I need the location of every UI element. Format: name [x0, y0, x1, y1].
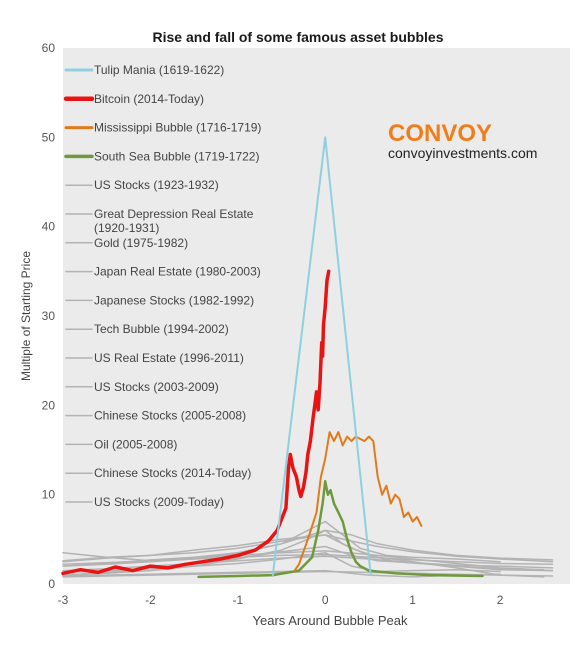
legend-label-chinese-stocks-2005-2008: Chinese Stocks (2005-2008) — [94, 409, 246, 423]
series-line-gold-1975-1982 — [62, 529, 554, 562]
series-line-japanese-stocks-1982-1992 — [62, 545, 554, 576]
series-line-mississippi-bubble-1716-1719 — [293, 431, 423, 572]
brand-name: CONVOY — [388, 120, 492, 147]
legend-label-tech-bubble-1994-2002: Tech Bubble (1994-2002) — [94, 322, 229, 336]
legend-label-south-sea-bubble-1719-1722: South Sea Bubble (1719-1722) — [94, 149, 259, 163]
plot-background — [63, 48, 570, 584]
legend-label-mississippi-bubble-1716-1719: Mississippi Bubble (1716-1719) — [94, 121, 261, 135]
legend-label-great-depression-real-estate-1920-1931: Great Depression Real Estate (1920-1931) — [94, 207, 254, 235]
y-tick-label: 40 — [42, 220, 56, 234]
legend-label-oil-2005-2008: Oil (2005-2008) — [94, 437, 177, 451]
legend-label-japanese-stocks-1982-1992: Japanese Stocks (1982-1992) — [94, 293, 254, 307]
x-tick-label: 2 — [497, 593, 504, 607]
y-tick-label: 20 — [42, 398, 56, 412]
legend-label-tulip-mania-1619-1622: Tulip Mania (1619-1622) — [94, 63, 224, 77]
legend-label-japan-real-estate-1980-2003: Japan Real Estate (1980-2003) — [94, 265, 261, 279]
y-tick-label: 30 — [42, 309, 56, 323]
y-tick-label: 0 — [48, 577, 55, 591]
x-tick-label: -1 — [232, 593, 243, 607]
y-tick-label: 10 — [42, 488, 56, 502]
x-tick-label: -2 — [145, 593, 156, 607]
legend-label-us-stocks-2009-today: US Stocks (2009-Today) — [94, 495, 224, 509]
y-tick-label: 50 — [42, 130, 56, 144]
series-layer — [61, 136, 554, 579]
chart-title: Rise and fall of some famous asset bubbl… — [153, 29, 444, 45]
x-axis-label: Years Around Bubble Peak — [253, 613, 408, 628]
x-tick-label: 1 — [409, 593, 416, 607]
y-axis-label: Multiple of Starting Price — [19, 251, 33, 381]
legend: Tulip Mania (1619-1622) Bitcoin (2014-Tod… — [63, 63, 261, 509]
series-line-us-stocks-2003-2009 — [62, 569, 501, 578]
series-line-tulip-mania-1619-1622 — [271, 136, 372, 577]
legend-label-chinese-stocks-2014-today: Chinese Stocks (2014-Today) — [94, 466, 251, 480]
x-tick-label: -3 — [58, 593, 69, 607]
x-tick-label: 0 — [322, 593, 329, 607]
legend-label-us-stocks-2003-2009: US Stocks (2003-2009) — [94, 380, 219, 394]
legend-label-us-stocks-1923-1932: US Stocks (1923-1932) — [94, 178, 219, 192]
legend-label-us-real-estate-1996-2011: US Real Estate (1996-2011) — [94, 351, 244, 365]
series-line-bitcoin-2014-today — [61, 269, 331, 576]
legend-label-bitcoin-2014-today: Bitcoin (2014-Today) — [94, 92, 204, 106]
y-tick-label: 60 — [42, 41, 56, 55]
axis-layer: 0 10 20 30 40 50 60 -3 -2 -1 0 1 2 — [42, 41, 504, 607]
series-line-south-sea-bubble-1719-1722 — [197, 480, 484, 579]
series-line-us-stocks-1923-1932 — [62, 534, 545, 578]
brand-url: convoyinvestments.com — [388, 145, 537, 161]
series-line-chinese-stocks-2005-2008 — [62, 520, 501, 567]
legend-label-gold-1975-1982: Gold (1975-1982) — [94, 236, 188, 250]
